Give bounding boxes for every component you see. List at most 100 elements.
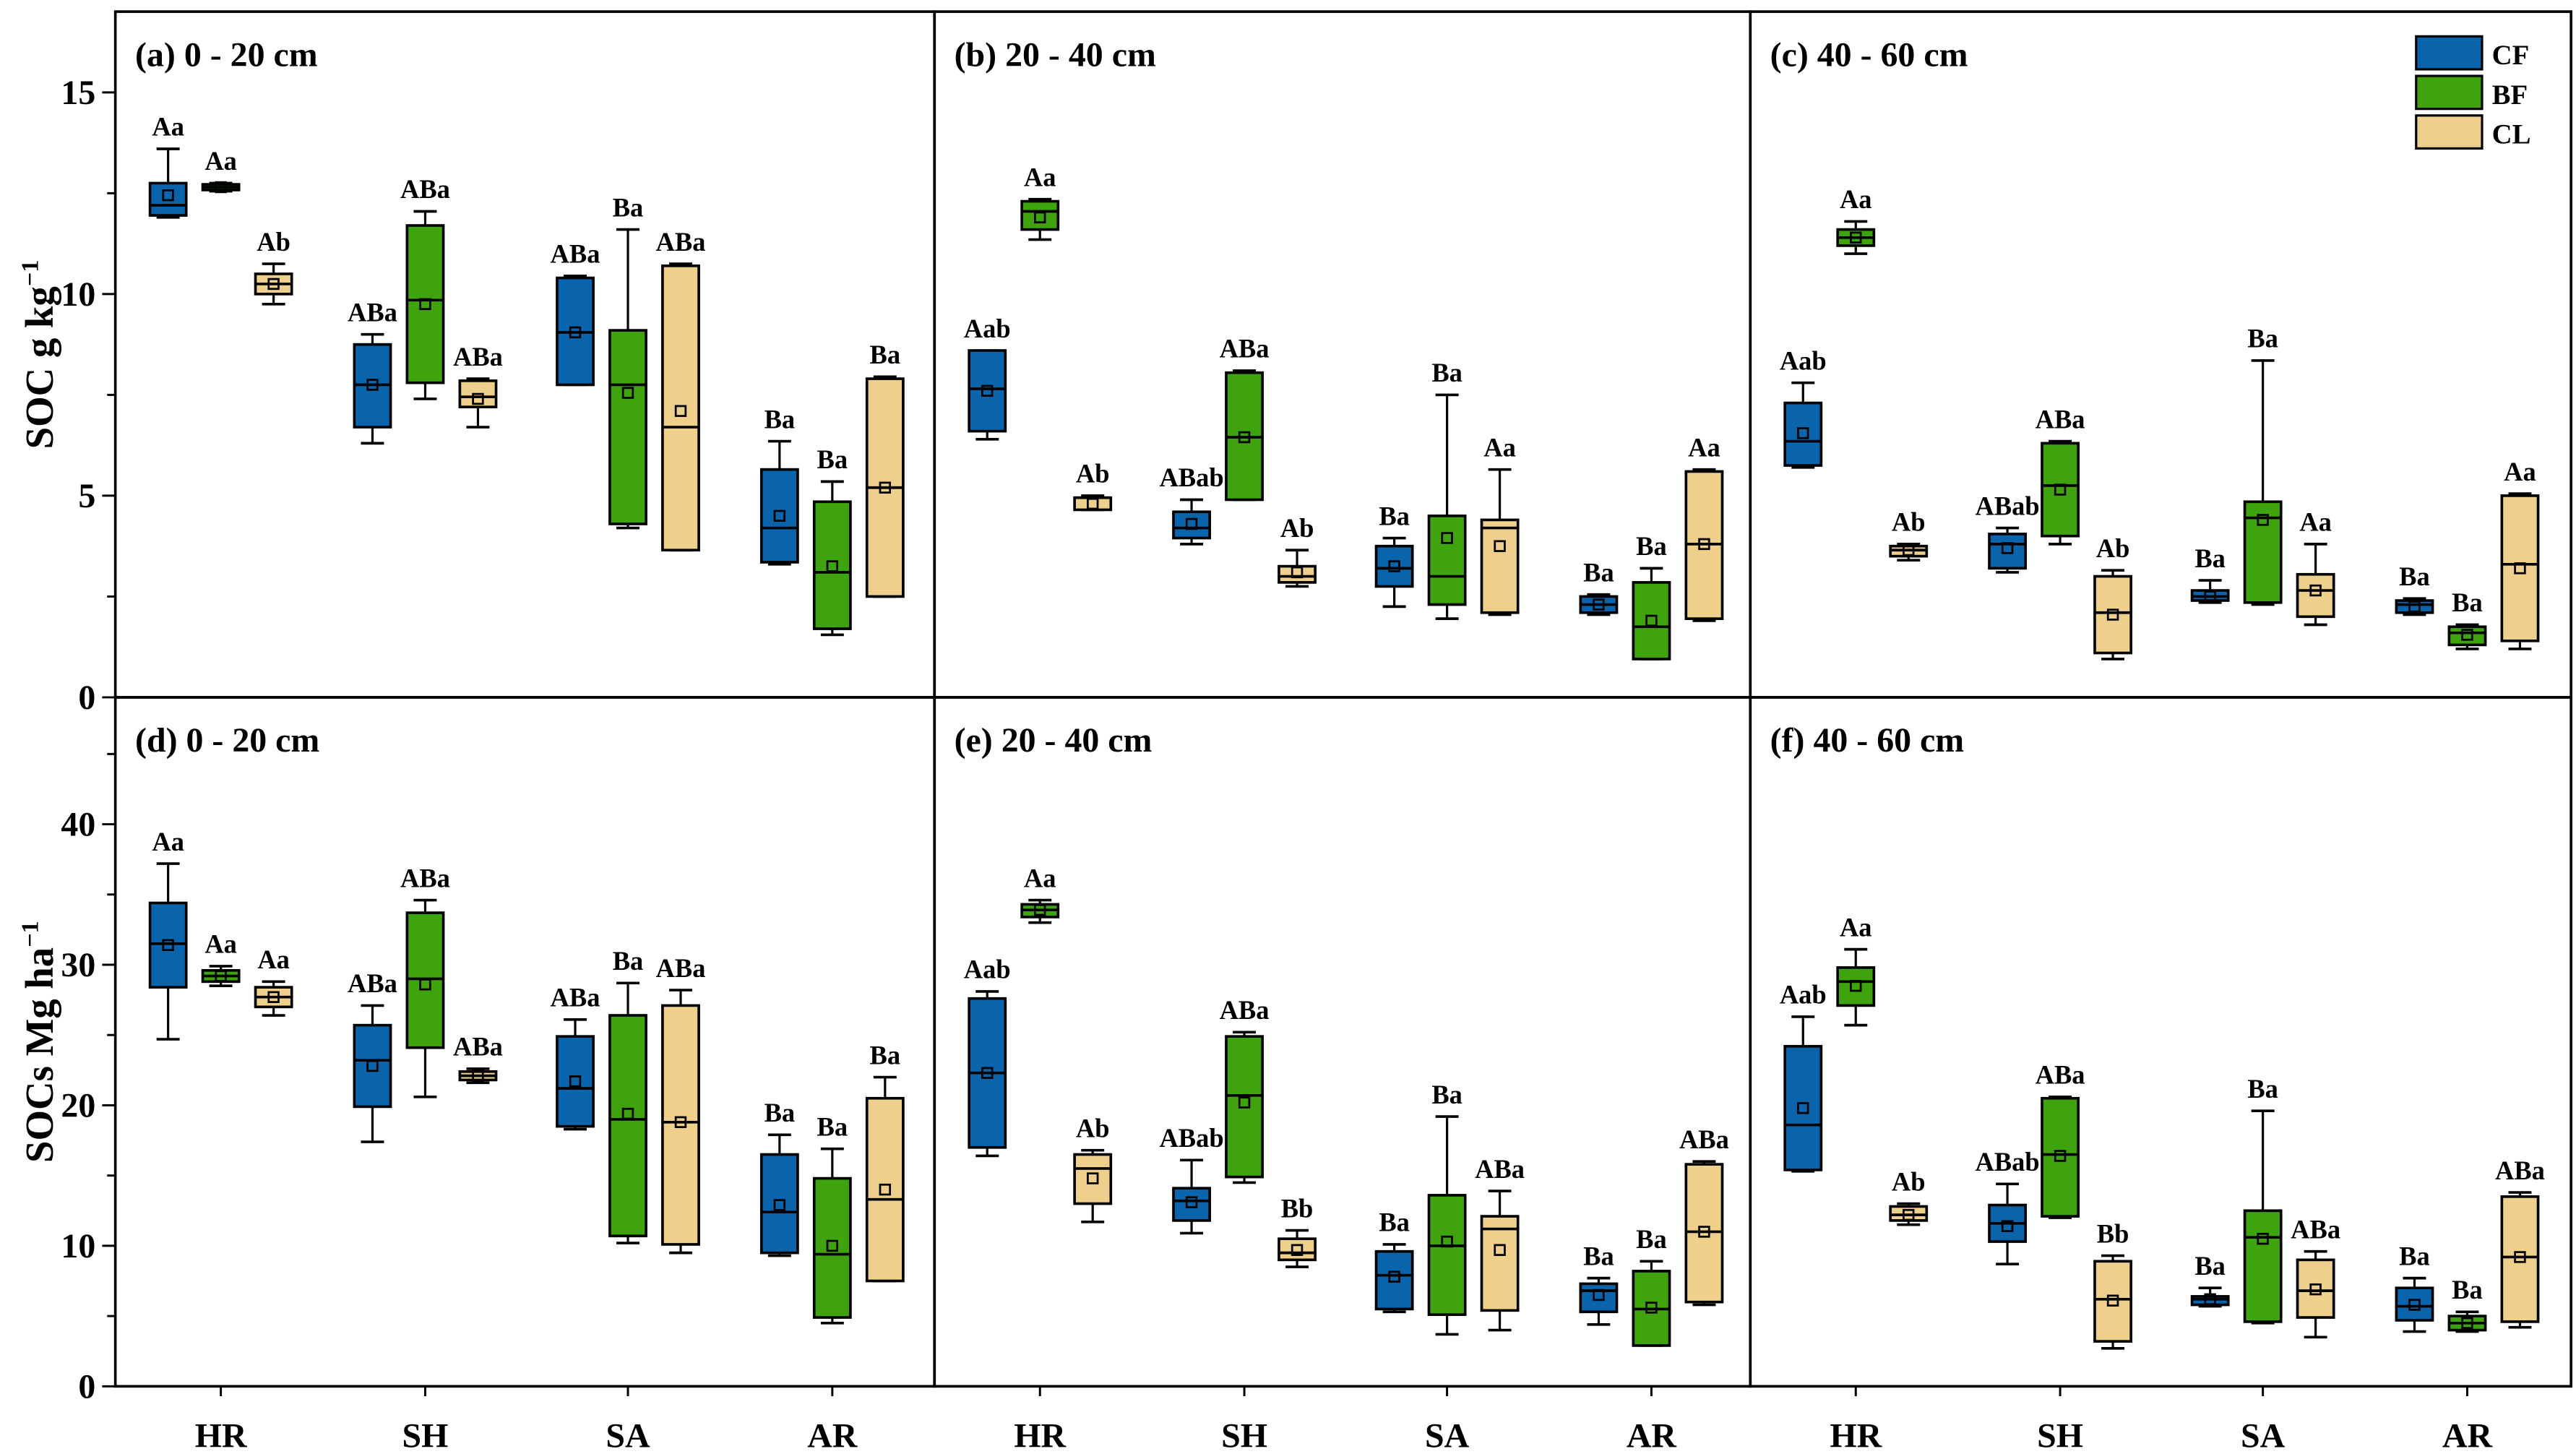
mean-marker xyxy=(2408,1299,2421,1311)
mean-marker xyxy=(1034,211,1046,224)
box-CF-SH: ABab xyxy=(1159,463,1224,546)
significance-label: Aa xyxy=(204,929,237,959)
mean-marker xyxy=(1903,1208,1915,1221)
box-CL-AR: Aa xyxy=(1684,432,1724,622)
panel-5: (e) 20 - 40 cm HR SH SA AR Aab ABab Ba Ba Aa ABa Ba… xyxy=(933,696,1752,1454)
y-axis-label-bottom: SOCs Mg ha−1 xyxy=(17,921,61,1163)
box-BF-AR: Ba xyxy=(2447,1275,2487,1333)
y-tick-label: 10 xyxy=(61,275,95,314)
significance-label: ABab xyxy=(1159,1123,1223,1153)
significance-label: Ba xyxy=(2399,562,2430,591)
significance-label: Ba xyxy=(764,404,796,434)
mean-marker xyxy=(1698,538,1710,551)
box-iqr xyxy=(608,329,647,525)
significance-label: Ba xyxy=(2247,324,2278,353)
x-tick-label: SH xyxy=(2037,1417,2083,1454)
box-iqr xyxy=(1783,1044,1823,1171)
box-CL-SA: Aa xyxy=(2296,507,2335,627)
mean-marker xyxy=(621,387,634,399)
mean-marker xyxy=(569,1075,582,1088)
box-BF-AR: Ba xyxy=(812,1111,852,1325)
significance-label: Ba xyxy=(817,1111,848,1141)
significance-label: ABa xyxy=(2036,1060,2085,1090)
significance-label: Ba xyxy=(613,946,644,976)
panel-frame xyxy=(113,10,936,699)
box-CL-SA: ABa xyxy=(1475,1154,1525,1332)
significance-label: Ba xyxy=(764,1098,796,1127)
box-BF-AR: Ba xyxy=(1632,531,1671,661)
mean-marker xyxy=(1238,431,1251,444)
box-CL-SH: Bb xyxy=(2093,1218,2132,1350)
significance-label: ABa xyxy=(551,239,600,269)
mean-marker xyxy=(1185,517,1198,530)
box-CF-HR: Aa xyxy=(148,112,188,219)
box-CL-AR: Ba xyxy=(865,1040,905,1283)
box-iqr xyxy=(1374,1249,1414,1311)
box-iqr xyxy=(1427,514,1467,606)
box-BF-HR: Aa xyxy=(1836,912,1876,1027)
mean-marker xyxy=(1388,1270,1400,1283)
significance-label: Ba xyxy=(817,444,848,474)
mean-marker xyxy=(472,392,484,405)
box-iqr xyxy=(148,901,188,989)
box-iqr xyxy=(1889,1205,1929,1222)
mean-marker xyxy=(1645,614,1658,627)
significance-label: Aa xyxy=(1840,184,1872,214)
mean-marker xyxy=(1441,532,1453,544)
mean-marker xyxy=(1441,1235,1453,1248)
significance-label: Ba xyxy=(1379,1208,1410,1237)
x-tick-label: AR xyxy=(1627,1417,1677,1454)
x-tick-label: SH xyxy=(402,1417,449,1454)
mean-marker xyxy=(2309,1283,2322,1296)
significance-label: ABa xyxy=(1220,334,1270,364)
box-iqr xyxy=(2093,1260,2132,1343)
box-iqr xyxy=(1374,544,1414,588)
panel-title: (a) 0 - 20 cm xyxy=(135,35,318,74)
panel-1: (a) 0 - 20 cm 0 5 10 15 Aa ABa ABa Ba Aa ABa Ba Ba Ab… xyxy=(61,10,936,717)
significance-label: Aab xyxy=(964,955,1011,984)
box-BF-SA: Ba xyxy=(2243,1074,2283,1325)
mean-marker xyxy=(2054,483,2067,496)
mean-marker xyxy=(162,939,174,952)
significance-label: ABa xyxy=(400,174,450,204)
box-CL-HR: Ab xyxy=(1889,507,1929,562)
box-BF-SH: ABa xyxy=(1220,334,1270,502)
mean-marker xyxy=(981,384,994,397)
x-tick-label: SA xyxy=(606,1417,650,1454)
significance-label: Ba xyxy=(1431,358,1463,387)
legend: CF BF CL xyxy=(2415,35,2531,150)
box-iqr xyxy=(1172,510,1211,540)
box-BF-SH: ABa xyxy=(2036,1060,2085,1219)
box-CF-SH: ABa xyxy=(348,968,397,1143)
box-iqr xyxy=(1172,1187,1211,1222)
box-CL-AR: Ba xyxy=(865,340,905,598)
box-CF-AR: Ba xyxy=(2395,562,2434,616)
significance-label: ABa xyxy=(348,968,397,998)
box-iqr xyxy=(759,468,799,564)
legend-swatch-BF xyxy=(2415,74,2484,111)
box-CF-SA: Ba xyxy=(1374,501,1414,608)
y-tick-label: 40 xyxy=(61,806,95,844)
mean-marker xyxy=(2257,1232,2269,1245)
panel-title: (b) 20 - 40 cm xyxy=(955,35,1156,74)
box-iqr xyxy=(661,264,700,552)
significance-label: Ab xyxy=(2096,533,2130,563)
box-BF-HR: Aa xyxy=(201,929,241,988)
mean-marker xyxy=(215,970,227,982)
mean-marker xyxy=(2514,1251,2526,1263)
y-tick-label: 20 xyxy=(61,1086,95,1124)
box-CF-SH: ABab xyxy=(1975,1147,2040,1266)
box-BF-HR: Aa xyxy=(1836,184,1876,255)
box-iqr xyxy=(968,349,1007,433)
mean-marker xyxy=(1797,427,1809,439)
mean-marker xyxy=(267,278,280,291)
box-iqr xyxy=(2093,575,2132,655)
mean-marker xyxy=(1903,544,1915,556)
significance-label: Ab xyxy=(1892,507,1926,537)
box-CL-AR: Aa xyxy=(2500,457,2540,650)
mean-marker xyxy=(1797,1102,1809,1114)
significance-label: Bb xyxy=(1281,1193,1314,1223)
box-iqr xyxy=(2500,1195,2540,1323)
significance-label: ABa xyxy=(1220,995,1270,1025)
mean-marker xyxy=(2408,601,2421,613)
